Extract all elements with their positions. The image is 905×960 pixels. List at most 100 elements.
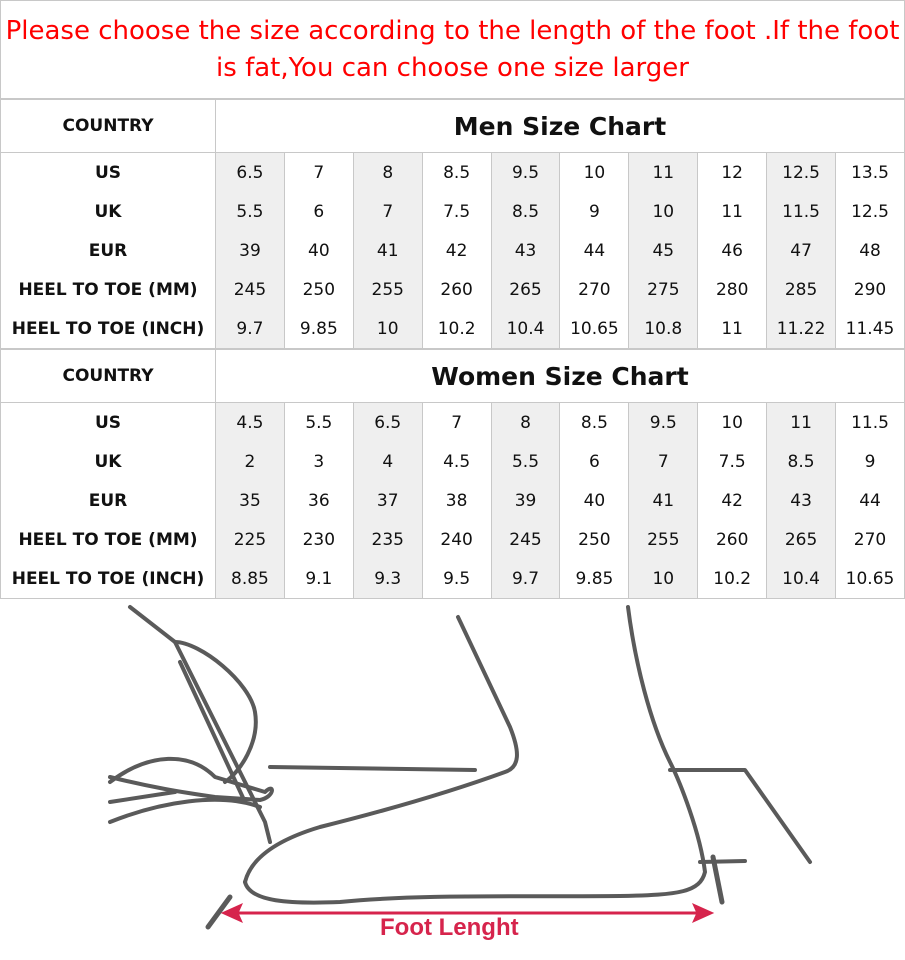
- row-label: HEEL TO TOE (INCH): [0, 559, 216, 599]
- size-cell: 10: [697, 402, 768, 442]
- size-cell: 235: [352, 520, 423, 559]
- size-cell: 39: [490, 481, 561, 520]
- size-cell: 12.5: [766, 152, 837, 192]
- size-cell: 5.5: [283, 402, 354, 442]
- size-cell: 8: [352, 152, 423, 192]
- country-header: COUNTRY: [0, 99, 216, 153]
- size-cell: 6: [283, 192, 354, 231]
- size-cell: 5.5: [490, 442, 561, 481]
- size-cell: 9.5: [490, 152, 561, 192]
- table-row: HEEL TO TOE (INCH) 9.7 9.85 10 10.2 10.4 10.65…: [0, 309, 905, 349]
- size-cell: 9.7: [490, 559, 561, 599]
- size-cell: 275: [628, 270, 699, 309]
- arrow-right-icon: [692, 903, 715, 923]
- size-cell: 245: [490, 520, 561, 559]
- size-cell: 9.3: [352, 559, 423, 599]
- row-label: UK: [0, 192, 216, 231]
- size-cell: 5.5: [215, 192, 285, 231]
- size-cell: 250: [283, 270, 354, 309]
- size-cell: 260: [421, 270, 492, 309]
- size-cell: 44: [559, 231, 630, 270]
- size-cell: 285: [766, 270, 837, 309]
- size-cell: 35: [215, 481, 285, 520]
- size-cell: 9: [835, 442, 905, 481]
- row-label: HEEL TO TOE (MM): [0, 520, 216, 559]
- size-cell: 10.65: [559, 309, 630, 349]
- size-cell: 41: [628, 481, 699, 520]
- men-chart-title: Men Size Chart: [215, 99, 905, 153]
- size-cell: 11.5: [766, 192, 837, 231]
- table-row: HEEL TO TOE (INCH) 8.85 9.1 9.3 9.5 9.7 9.85 10…: [0, 559, 905, 599]
- size-cell: 9: [559, 192, 630, 231]
- size-cell: 8: [490, 402, 561, 442]
- size-cell: 43: [766, 481, 837, 520]
- size-cell: 8.5: [766, 442, 837, 481]
- size-cell: 45: [628, 231, 699, 270]
- size-cell: 4.5: [421, 442, 492, 481]
- size-cell: 225: [215, 520, 285, 559]
- size-cell: 6.5: [352, 402, 423, 442]
- size-cell: 10: [352, 309, 423, 349]
- size-cell: 38: [421, 481, 492, 520]
- women-chart-title: Women Size Chart: [215, 349, 905, 403]
- size-cell: 260: [697, 520, 768, 559]
- size-cell: 43: [490, 231, 561, 270]
- table-row: UK 2 3 4 4.5 5.5 6 7 7.5 8.5 9: [0, 442, 905, 481]
- size-cell: 8.5: [421, 152, 492, 192]
- row-label: EUR: [0, 481, 216, 520]
- men-size-table: COUNTRY Men Size Chart US 6.5 7 8 8.5 9.5 10 11 12…: [0, 99, 905, 349]
- size-cell: 12: [697, 152, 768, 192]
- row-label: UK: [0, 442, 216, 481]
- arrow-left-icon: [220, 903, 243, 923]
- country-header: COUNTRY: [0, 349, 216, 403]
- size-cell: 10.4: [766, 559, 837, 599]
- size-cell: 40: [559, 481, 630, 520]
- size-cell: 8.5: [490, 192, 561, 231]
- size-cell: 255: [628, 520, 699, 559]
- size-cell: 11: [766, 402, 837, 442]
- size-cell: 11.22: [766, 309, 837, 349]
- size-notice: Please choose the size according to the …: [0, 0, 905, 99]
- table-row: EUR 39 40 41 42 43 44 45 46 47 48: [0, 231, 905, 270]
- row-label: US: [0, 402, 216, 442]
- size-cell: 13.5: [835, 152, 905, 192]
- size-cell: 6: [559, 442, 630, 481]
- size-cell: 7.5: [421, 192, 492, 231]
- size-cell: 7: [283, 152, 354, 192]
- size-cell: 7: [421, 402, 492, 442]
- row-label: EUR: [0, 231, 216, 270]
- table-row: HEEL TO TOE (MM) 245 250 255 260 265 270 275 280…: [0, 270, 905, 309]
- size-cell: 7: [352, 192, 423, 231]
- size-cell: 44: [835, 481, 905, 520]
- size-cell: 12.5: [835, 192, 905, 231]
- size-cell: 41: [352, 231, 423, 270]
- size-cell: 37: [352, 481, 423, 520]
- women-header-row: COUNTRY Women Size Chart: [0, 349, 905, 403]
- size-cell: 11.5: [835, 402, 905, 442]
- table-row: US 6.5 7 8 8.5 9.5 10 11 12 12.5 13.5: [0, 152, 905, 192]
- size-cell: 8.5: [559, 402, 630, 442]
- size-cell: 42: [697, 481, 768, 520]
- size-cell: 10: [628, 559, 699, 599]
- size-cell: 47: [766, 231, 837, 270]
- size-cell: 7: [628, 442, 699, 481]
- size-cell: 11: [697, 192, 768, 231]
- size-cell: 9.85: [283, 309, 354, 349]
- size-cell: 46: [697, 231, 768, 270]
- size-cell: 6.5: [215, 152, 285, 192]
- row-label: HEEL TO TOE (INCH): [0, 309, 216, 349]
- size-cell: 290: [835, 270, 905, 309]
- row-label: US: [0, 152, 216, 192]
- size-cell: 11.45: [835, 309, 905, 349]
- size-cell: 40: [283, 231, 354, 270]
- size-cell: 11: [628, 152, 699, 192]
- size-cell: 245: [215, 270, 285, 309]
- size-cell: 9.1: [283, 559, 354, 599]
- size-cell: 9.5: [628, 402, 699, 442]
- size-cell: 240: [421, 520, 492, 559]
- size-cell: 10.2: [697, 559, 768, 599]
- size-cell: 10.8: [628, 309, 699, 349]
- size-cell: 39: [215, 231, 285, 270]
- size-cell: 4.5: [215, 402, 285, 442]
